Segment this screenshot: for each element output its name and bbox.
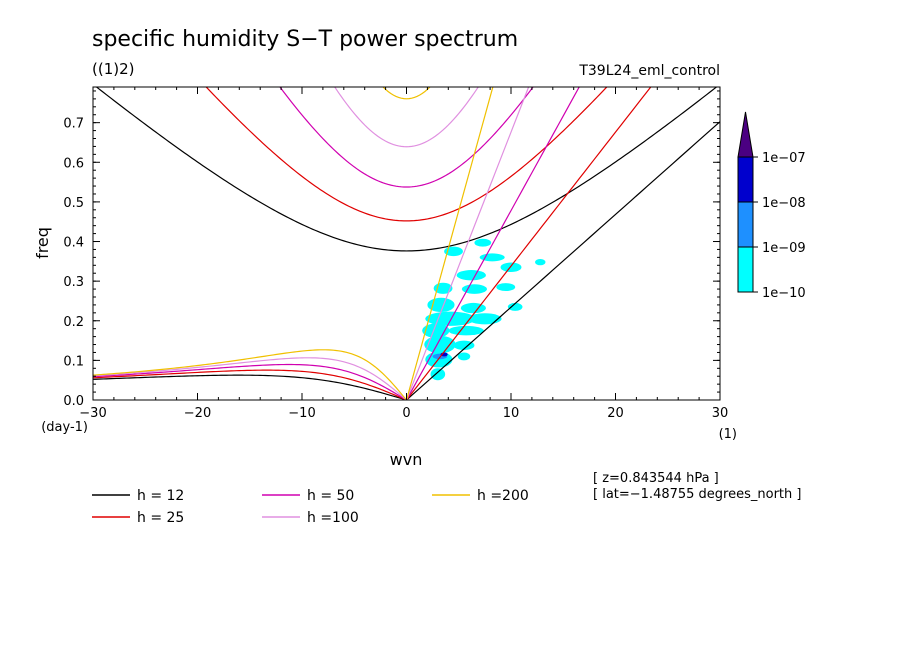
- contour-blob: [507, 302, 523, 311]
- y-tick-label: 0.3: [63, 275, 84, 290]
- contour-blob: [448, 325, 484, 336]
- contour-blob: [457, 352, 471, 361]
- colorbar-triangle: [737, 111, 754, 158]
- contour-blob: [535, 258, 546, 266]
- curve-rossby-h200: [93, 349, 407, 400]
- legend-label: h = 25: [137, 510, 184, 526]
- contour-blob: [456, 270, 486, 281]
- x-axis-unit: (1): [719, 427, 737, 442]
- legend-label: h = 50: [307, 488, 354, 504]
- colorbar-segment: [737, 156, 754, 203]
- contour-blob: [425, 311, 476, 326]
- annotation-level: [ z=0.843544 hPa ]: [593, 471, 719, 486]
- y-tick-label: 0.5: [63, 196, 84, 211]
- contour-blob: [430, 368, 446, 381]
- legend: h = 12 h = 25 h = 50 h =100 h =200: [92, 488, 529, 526]
- curve-gravity-h200: [382, 87, 431, 100]
- colorbar: 1e−10 1e−09 1e−08 1e−07: [737, 111, 806, 301]
- colorbar-label: 1e−08: [762, 196, 806, 211]
- legend-label: h =200: [477, 488, 529, 504]
- colorbar-segment: [737, 246, 754, 293]
- curve-kelvin-h50: [405, 87, 580, 400]
- contour-blob: [460, 302, 486, 314]
- y-tick-label: 0.7: [63, 117, 84, 132]
- curve-kelvin-h12: [406, 121, 720, 400]
- curve-gravity-h25: [205, 87, 608, 222]
- experiment-label: T39L24_eml_control: [578, 63, 720, 79]
- curve-rossby-h50: [93, 363, 407, 400]
- colorbar-segment: [737, 201, 754, 248]
- x-tick-label: 0: [402, 406, 410, 421]
- contour-blob: [453, 340, 475, 351]
- curve-rossby-h100: [93, 357, 407, 400]
- legend-label: h =100: [307, 510, 359, 526]
- colorbar-label: 1e−09: [762, 241, 806, 256]
- legend-label: h = 12: [137, 488, 184, 504]
- colorbar-label: 1e−10: [762, 286, 806, 301]
- curve-kelvin-h25: [406, 87, 652, 400]
- curve-kelvin-h100: [405, 87, 530, 400]
- curve-rossby-h25: [93, 369, 407, 400]
- x-tick-label: 20: [607, 406, 624, 421]
- contour-blob: [424, 335, 456, 354]
- x-axis-label: wvn: [390, 450, 423, 469]
- x-tick-label: 10: [503, 406, 520, 421]
- chart-title: specific humidity S−T power spectrum: [92, 27, 518, 52]
- curve-gravity-h50: [279, 87, 534, 188]
- contour-blob: [496, 283, 516, 292]
- y-tick-label: 0.6: [63, 156, 84, 171]
- x-tick-label: 30: [712, 406, 729, 421]
- y-tick-label: 0.2: [63, 315, 84, 330]
- x-tick-label: −10: [288, 406, 315, 421]
- y-tick-label: 0.4: [63, 236, 84, 251]
- curve-rossby-h12: [93, 374, 407, 400]
- dispersion-curves: [93, 87, 720, 400]
- curve-kelvin-h200: [405, 87, 494, 400]
- curve-gravity-h100: [334, 87, 479, 148]
- x-tick-label: −20: [184, 406, 211, 421]
- y-axis-unit: (day-1): [41, 420, 88, 435]
- contour-blob: [468, 313, 502, 325]
- contour-blob: [444, 246, 463, 257]
- x-tick-label: −30: [79, 406, 106, 421]
- contour-blob: [461, 284, 487, 294]
- annotation-latitude: [ lat=−1.48755 degrees_north ]: [593, 487, 801, 502]
- contour-blob: [500, 262, 522, 273]
- y-axis-label: freq: [33, 227, 52, 259]
- y-tick-label: 0.0: [63, 394, 84, 409]
- y-tick-label: 0.1: [63, 354, 84, 369]
- curve-gravity-h12: [95, 87, 718, 252]
- chart-subtitle: ((1)2): [92, 60, 135, 78]
- axis-ticks: −30 −20 −10 0 10 20 30 0.0 0.1 0.2 0.3 0.4 0.5 0.6 0.7: [63, 87, 728, 421]
- colorbar-label: 1e−07: [762, 151, 806, 166]
- plot-frame: [92, 86, 721, 401]
- contour-blob: [474, 238, 492, 247]
